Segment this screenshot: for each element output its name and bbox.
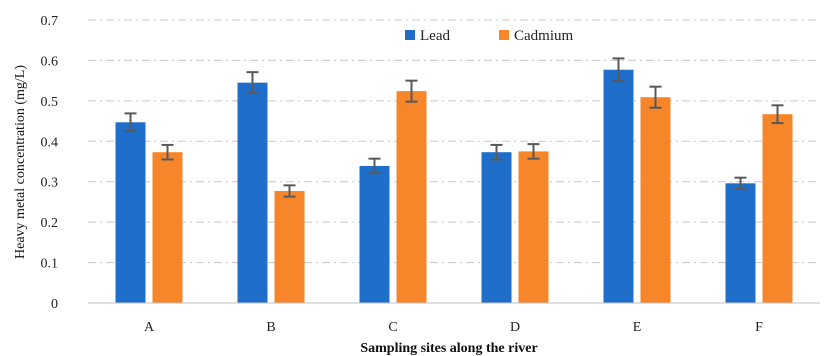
x-tick-label: C [388, 320, 397, 335]
y-tick-label: 0.4 [41, 135, 59, 150]
error-bar-lead [124, 112, 137, 133]
error-bar-lead [246, 71, 259, 95]
legend-swatch-lead [405, 30, 415, 40]
x-axis-ticks: A B C D E F [144, 320, 763, 335]
error-bar-cadmium [283, 184, 296, 198]
bar-lead [115, 122, 146, 303]
error-bar-cadmium [405, 79, 418, 103]
error-bar-cadmium [161, 143, 174, 161]
bar-cadmium [640, 97, 671, 304]
y-tick-label: 0.7 [41, 14, 59, 29]
error-bar-cadmium [771, 104, 784, 125]
bar-cadmium [518, 151, 549, 303]
y-tick-label: 0 [51, 297, 58, 312]
legend-swatch-cadmium [499, 30, 509, 40]
y-axis-title: Heavy metal concentration (mg/L) [13, 65, 28, 259]
bar-lead [237, 82, 268, 304]
error-bar-lead [734, 176, 747, 190]
bar-lead [603, 69, 634, 303]
bars [115, 69, 793, 304]
x-tick-label: A [144, 320, 155, 335]
error-bar-cadmium [649, 85, 662, 109]
x-tick-label: D [510, 320, 520, 335]
y-tick-label: 0.6 [41, 54, 59, 69]
gridlines [88, 19, 820, 264]
bar-lead [481, 152, 512, 303]
bar-cadmium [396, 91, 427, 303]
bar-cadmium [152, 152, 183, 303]
x-tick-label: F [755, 320, 763, 335]
bar-lead [359, 165, 390, 303]
error-bar-cadmium [527, 143, 540, 160]
y-tick-label: 0.5 [41, 95, 59, 110]
y-axis-ticks: 0 0.1 0.2 0.3 0.4 0.5 0.6 0.7 [41, 14, 59, 312]
x-tick-label: E [633, 320, 642, 335]
bar-cadmium [274, 191, 305, 303]
bar-cadmium [762, 114, 793, 303]
error-bars [124, 57, 784, 198]
y-tick-label: 0.1 [41, 257, 59, 272]
y-tick-label: 0.3 [41, 176, 59, 191]
y-tick-label: 0.2 [41, 216, 59, 231]
legend-label-cadmium: Cadmium [514, 28, 573, 44]
legend-label-lead: Lead [420, 28, 450, 44]
x-tick-label: B [266, 320, 275, 335]
error-bar-lead [490, 143, 503, 161]
error-bar-lead [368, 157, 381, 175]
error-bar-lead [612, 57, 625, 83]
x-axis-title: Sampling sites along the river [360, 341, 537, 356]
legend: Lead Cadmium [405, 28, 573, 44]
bar-lead [725, 183, 756, 303]
